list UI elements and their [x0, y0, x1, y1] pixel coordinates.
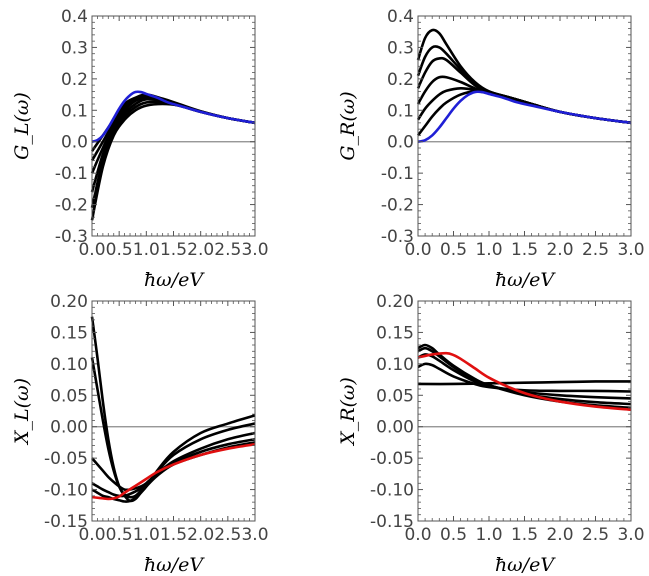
y-tick-label: 0.10 — [376, 355, 414, 375]
y-tick-label: -0.2 — [55, 196, 88, 216]
x-tick-label: 2.5 — [582, 525, 609, 545]
series-line-0 — [417, 380, 632, 386]
series-line-3 — [90, 96, 256, 174]
y-tick-label: 0.1 — [387, 101, 414, 121]
x-axis-title: ħω/eV — [495, 554, 556, 576]
y-tick-label: -0.1 — [55, 164, 88, 184]
y-tick-label: 0.3 — [61, 38, 88, 58]
plot-frame — [91, 300, 256, 522]
x-tick-label: 2.5 — [214, 525, 241, 545]
panel-top-left: 0.0 0.5 1.0 1.5 2.0 2.5 3.0-0.3-0.2-0.10.00.10… — [11, 7, 269, 291]
y-axis-title: X_L(ω) — [11, 378, 33, 446]
series-line-0 — [416, 28, 632, 125]
series-line-1 — [90, 357, 256, 499]
y-tick-label: 0.20 — [376, 292, 414, 312]
x-tick-label: 2.0 — [187, 240, 214, 260]
y-tick-label: 0.05 — [376, 386, 414, 406]
y-tick-label: -0.1 — [381, 164, 414, 184]
x-tick-label: 2.0 — [546, 240, 573, 260]
x-tick-label: 3.0 — [241, 525, 268, 545]
y-tick-label: -0.05 — [370, 449, 414, 469]
y-tick-label: -0.3 — [381, 227, 414, 247]
x-tick-label: 2.0 — [187, 525, 214, 545]
x-tick-label: 0.0 — [78, 525, 105, 545]
series-line-1 — [417, 362, 632, 393]
series-line-6 — [91, 90, 256, 143]
x-axis-title: ħω/eV — [495, 269, 556, 291]
y-tick-label: 0.0 — [61, 133, 88, 153]
series-line-6 — [417, 90, 632, 143]
series-line-3 — [91, 438, 256, 498]
x-tick-label: 2.0 — [546, 525, 573, 545]
x-tick-label: 0.0 — [404, 240, 431, 260]
y-tick-label: 0.4 — [61, 7, 88, 27]
y-axis-title: G_L(ω) — [11, 92, 33, 160]
x-tick-label: 1.5 — [160, 525, 187, 545]
x-tick-label: 1.0 — [133, 525, 160, 545]
y-axis-title: X_R(ω) — [337, 377, 359, 447]
y-tick-label: -0.10 — [370, 481, 414, 501]
y-tick-label: 0.15 — [376, 323, 414, 343]
y-tick-label: -0.15 — [44, 512, 88, 532]
panel-bottom-right: 0.0 0.5 1.0 1.5 2.0 2.5 3.0 -0.15 -0.10 -0.05 0.00… — [337, 292, 645, 576]
y-tick-label: -0.15 — [370, 512, 414, 532]
x-tick-label: 1.5 — [160, 240, 187, 260]
plot-frame — [417, 300, 632, 522]
y-tick-label: 0.00 — [50, 418, 88, 438]
x-tick-label: 3.0 — [241, 240, 268, 260]
x-tick-label: 0.5 — [440, 240, 467, 260]
y-tick-label: 0.3 — [387, 38, 414, 58]
x-tick-label: 1.0 — [133, 240, 160, 260]
x-tick-label: 0.0 — [78, 240, 105, 260]
y-tick-label: 0.20 — [50, 292, 88, 312]
y-tick-label: 0.0 — [387, 133, 414, 153]
y-tick-label: 0.4 — [387, 7, 414, 27]
y-tick-label: 0.05 — [50, 386, 88, 406]
x-tick-label: 0.5 — [106, 240, 133, 260]
y-tick-label: 0.1 — [61, 101, 88, 121]
y-tick-label: -0.05 — [44, 449, 88, 469]
x-tick-label: 3.0 — [617, 525, 644, 545]
y-tick-label: 0.2 — [61, 70, 88, 90]
x-tick-label: 3.0 — [617, 240, 644, 260]
x-tick-label: 2.5 — [582, 240, 609, 260]
x-axis-title: ħω/eV — [144, 269, 205, 291]
series-line-5 — [417, 351, 632, 412]
series-line-2 — [91, 431, 256, 492]
y-tick-label: -0.10 — [44, 481, 88, 501]
y-tick-label: -0.2 — [381, 196, 414, 216]
x-tick-label: 0.5 — [106, 525, 133, 545]
x-tick-label: 0.5 — [440, 525, 467, 545]
y-tick-label: 0.10 — [50, 355, 88, 375]
y-tick-label: -0.3 — [55, 227, 88, 247]
y-tick-label: 0.2 — [387, 70, 414, 90]
x-tick-label: 0.0 — [404, 525, 431, 545]
x-tick-label: 1.0 — [475, 525, 502, 545]
y-axis-title: G_R(ω) — [337, 91, 359, 160]
panel-top-right: 0.0 0.5 1.0 1.5 2.0 2.5 3.0 -0.3 -0.2 -0.1 0.0 0.1 0… — [337, 7, 645, 291]
x-tick-label: 1.0 — [475, 240, 502, 260]
series-line-5 — [91, 443, 256, 501]
x-axis-title: ħω/eV — [144, 554, 205, 576]
x-tick-label: 1.5 — [511, 525, 538, 545]
panel-bottom-left: 0.0 0.5 1.0 1.5 2.0 2.5 3.0 -0.15 -0.10 -0.05 0.00… — [11, 292, 269, 576]
x-tick-label: 1.5 — [511, 240, 538, 260]
y-tick-label: 0.15 — [50, 323, 88, 343]
y-tick-label: 0.00 — [376, 418, 414, 438]
series-line-0 — [90, 316, 256, 503]
x-tick-label: 2.5 — [214, 240, 241, 260]
